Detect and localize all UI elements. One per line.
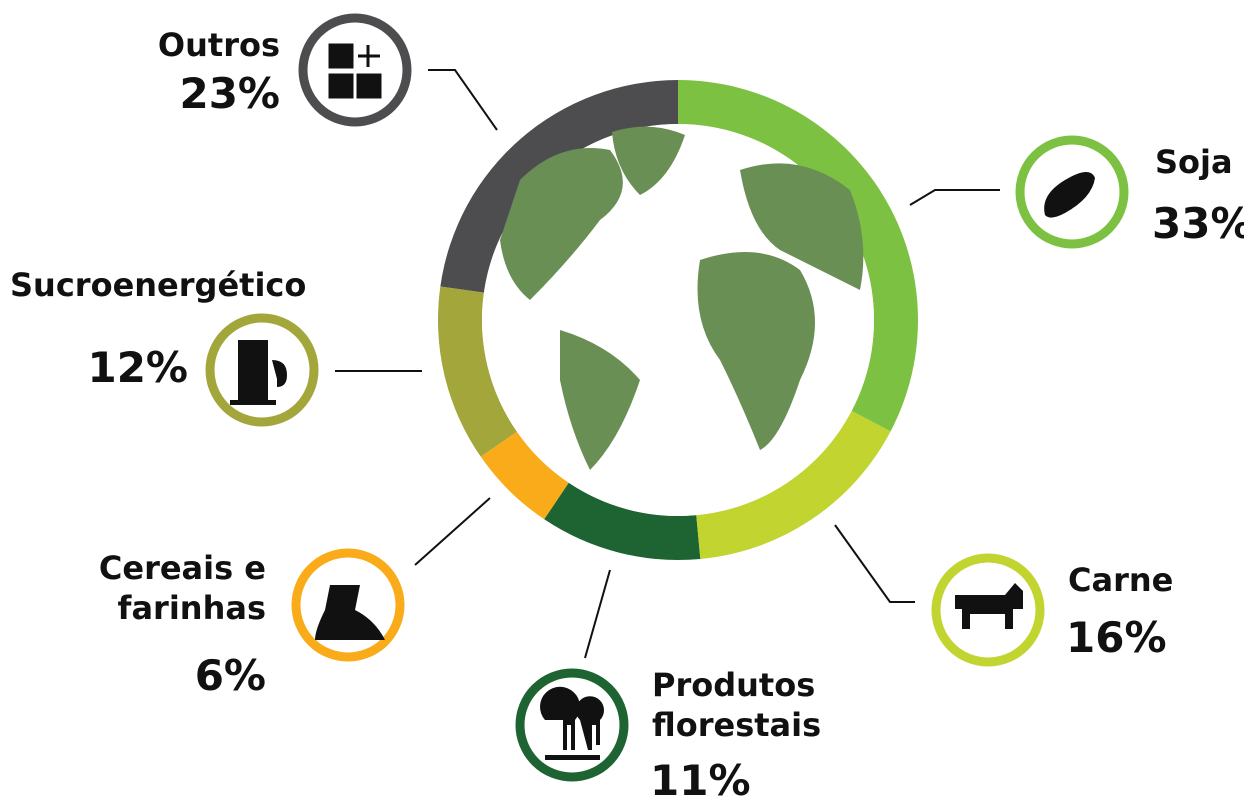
- donut-segment: [480, 431, 569, 520]
- icons: [230, 43, 1095, 760]
- leader-lines: [335, 69, 1000, 659]
- globe: [482, 124, 874, 516]
- category-label: Outros: [157, 26, 280, 64]
- category-label: Cereais e farinhas: [98, 549, 266, 627]
- value-label: 6%: [194, 651, 266, 700]
- value-label: 11%: [650, 756, 751, 805]
- value-label: 16%: [1066, 613, 1167, 662]
- value-label: 33%: [1152, 199, 1244, 248]
- category-label: Carne: [1068, 561, 1174, 599]
- value-label: 23%: [179, 69, 280, 118]
- donut-segment: [696, 410, 891, 559]
- donut-segment: [544, 482, 701, 561]
- category-label: Sucroenergético: [10, 266, 307, 304]
- value-label: 12%: [87, 343, 188, 392]
- category-label: Produtos florestais: [652, 666, 822, 744]
- donut-segment: [678, 80, 919, 432]
- icon-ring: [298, 13, 412, 127]
- donut-segment: [438, 286, 517, 457]
- category-label: Soja: [1155, 143, 1233, 181]
